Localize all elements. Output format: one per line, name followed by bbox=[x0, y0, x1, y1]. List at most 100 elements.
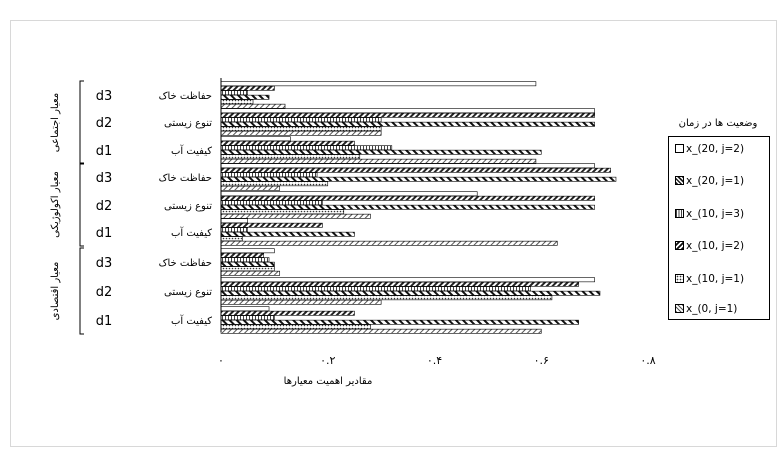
legend-item: x_(20, j=2) bbox=[675, 143, 744, 155]
category-label: کیفیت آب bbox=[171, 226, 212, 239]
bar-g1-r0-s1 bbox=[220, 167, 611, 173]
bar-g0-r1-s2 bbox=[220, 117, 382, 123]
legend-item: x_(10, j=3) bbox=[675, 208, 744, 220]
legend-swatch bbox=[675, 176, 684, 185]
x-tick-label: ۰.۸ bbox=[640, 354, 655, 367]
bar-g2-r1-s1 bbox=[220, 281, 579, 287]
bar-g2-r0-s0 bbox=[220, 248, 275, 254]
category-label: کیفیت آب bbox=[171, 314, 212, 327]
bar-g2-r2-s4 bbox=[220, 324, 371, 330]
group-bracket bbox=[79, 80, 84, 165]
x-tick-label: ۰.۶ bbox=[534, 354, 549, 367]
bar-g0-r1-s5 bbox=[220, 130, 382, 136]
bar-g1-r2-s4 bbox=[220, 236, 243, 242]
bar-g2-r0-s4 bbox=[220, 266, 275, 272]
bar-g0-r2-s4 bbox=[220, 154, 361, 160]
group-label: معیار اقتصادی bbox=[50, 262, 61, 321]
bar-g1-r2-s1 bbox=[220, 222, 323, 228]
legend-label: x_(10, j=1) bbox=[686, 273, 745, 285]
x-tick-label: ۰ bbox=[218, 354, 224, 367]
bar-g2-r2-s3 bbox=[220, 319, 579, 325]
category-label: تنوع زیستی bbox=[164, 118, 212, 129]
legend-swatch bbox=[675, 241, 684, 250]
legend-item: x_(10, j=1) bbox=[675, 273, 744, 285]
category-label: حفاظت خاک bbox=[159, 258, 212, 269]
bar-g1-r0-s3 bbox=[220, 176, 617, 182]
legend-item: x_(0, j=1) bbox=[675, 303, 737, 315]
legend-swatch bbox=[675, 144, 684, 153]
bar-g0-r0-s0 bbox=[220, 81, 537, 87]
bar-g1-r0-s2 bbox=[220, 172, 318, 178]
bar-g1-r2-s0 bbox=[220, 218, 248, 224]
bar-g0-r2-s2 bbox=[220, 145, 393, 151]
row-code-label: d3 bbox=[96, 171, 113, 186]
legend-item: x_(10, j=2) bbox=[675, 240, 744, 252]
axis-layer: ۰ ۰.۲ ۰.۴ ۰.۶ ۰.۸ مقادیر اهمیت معیارها bbox=[218, 78, 656, 387]
group-label: معیار اکولوژیکی bbox=[50, 171, 61, 238]
bar-g0-r2-s0 bbox=[220, 136, 291, 142]
bar-g2-r2-s2 bbox=[220, 315, 275, 321]
row-code-label: d1 bbox=[96, 226, 113, 241]
bar-g0-r1-s4 bbox=[220, 126, 382, 132]
bar-g2-r2-s1 bbox=[220, 310, 355, 316]
legend-swatch bbox=[675, 209, 684, 218]
group-label: معیار اجتماعی bbox=[50, 93, 61, 152]
legend-label: x_(0, j=1) bbox=[686, 303, 738, 315]
bar-g0-r0-s4 bbox=[220, 99, 254, 105]
bar-g1-r1-s3 bbox=[220, 204, 595, 210]
bar-g0-r1-s0 bbox=[220, 108, 595, 114]
bar-g1-r2-s3 bbox=[220, 231, 355, 237]
row-code-label: d3 bbox=[96, 256, 113, 271]
legend-swatch bbox=[675, 274, 684, 283]
bar-g0-r2-s3 bbox=[220, 149, 542, 155]
category-label: حفاظت خاک bbox=[159, 91, 212, 102]
bar-g2-r0-s2 bbox=[220, 257, 270, 263]
x-tick-label: ۰.۲ bbox=[320, 354, 335, 367]
bar-g0-r2-s1 bbox=[220, 140, 355, 146]
bar-g2-r0-s5 bbox=[220, 270, 281, 276]
category-label: تنوع زیستی bbox=[164, 287, 212, 298]
bar-g1-r0-s4 bbox=[220, 181, 329, 187]
bar-g2-r1-s2 bbox=[220, 286, 531, 292]
bar-g1-r1-s1 bbox=[220, 195, 595, 201]
row-code-label: d2 bbox=[96, 199, 113, 214]
legend-label: x_(10, j=3) bbox=[686, 208, 745, 220]
bar-g1-r1-s5 bbox=[220, 213, 371, 219]
bar-g0-r2-s5 bbox=[220, 158, 537, 164]
bar-g2-r1-s4 bbox=[220, 295, 553, 301]
bar-g1-r2-s2 bbox=[220, 227, 248, 233]
bar-g2-r0-s3 bbox=[220, 261, 275, 267]
row-code-label: d2 bbox=[96, 116, 113, 131]
bar-g2-r1-s5 bbox=[220, 299, 382, 305]
bar-g2-r0-s1 bbox=[220, 252, 265, 258]
legend-label: x_(10, j=2) bbox=[686, 240, 745, 252]
bar-g0-r0-s2 bbox=[220, 90, 248, 96]
x-axis-title: مقادیر اهمیت معیارها bbox=[284, 376, 373, 387]
category-label: حفاظت خاک bbox=[159, 173, 212, 184]
bar-g1-r0-s0 bbox=[220, 163, 595, 169]
category-label: تنوع زیستی bbox=[164, 201, 212, 212]
legend-title: وضعیت ها در زمان bbox=[678, 118, 758, 129]
bars-layer bbox=[220, 81, 617, 334]
legend-label: x_(20, j=2) bbox=[686, 143, 745, 155]
bar-g2-r1-s3 bbox=[220, 290, 601, 296]
row-code-label: d3 bbox=[96, 89, 113, 104]
x-tick-label: ۰.۴ bbox=[427, 354, 442, 367]
bar-g0-r1-s3 bbox=[220, 121, 595, 127]
legend-label: x_(20, j=1) bbox=[686, 175, 745, 187]
labels-layer: حفاظت خاک d3 تنوع زیستی d2 کیفیت آب d1 معیار ا… bbox=[50, 80, 212, 335]
category-label: کیفیت آب bbox=[171, 144, 212, 157]
bar-g1-r1-s0 bbox=[220, 191, 478, 197]
chart-frame bbox=[10, 20, 777, 447]
legend: x_(20, j=2) x_(20, j=1) x_(10, j=3) x_(10, … bbox=[668, 136, 770, 320]
bar-g0-r0-s3 bbox=[220, 94, 270, 100]
group-bracket bbox=[79, 162, 84, 247]
row-code-label: d2 bbox=[96, 285, 113, 300]
row-code-label: d1 bbox=[96, 144, 113, 159]
row-code-label: d1 bbox=[96, 314, 113, 329]
bar-g0-r1-s1 bbox=[220, 112, 595, 118]
legend-item: x_(20, j=1) bbox=[675, 175, 744, 187]
bar-g0-r0-s5 bbox=[220, 103, 286, 109]
bar-g1-r0-s5 bbox=[220, 185, 281, 191]
